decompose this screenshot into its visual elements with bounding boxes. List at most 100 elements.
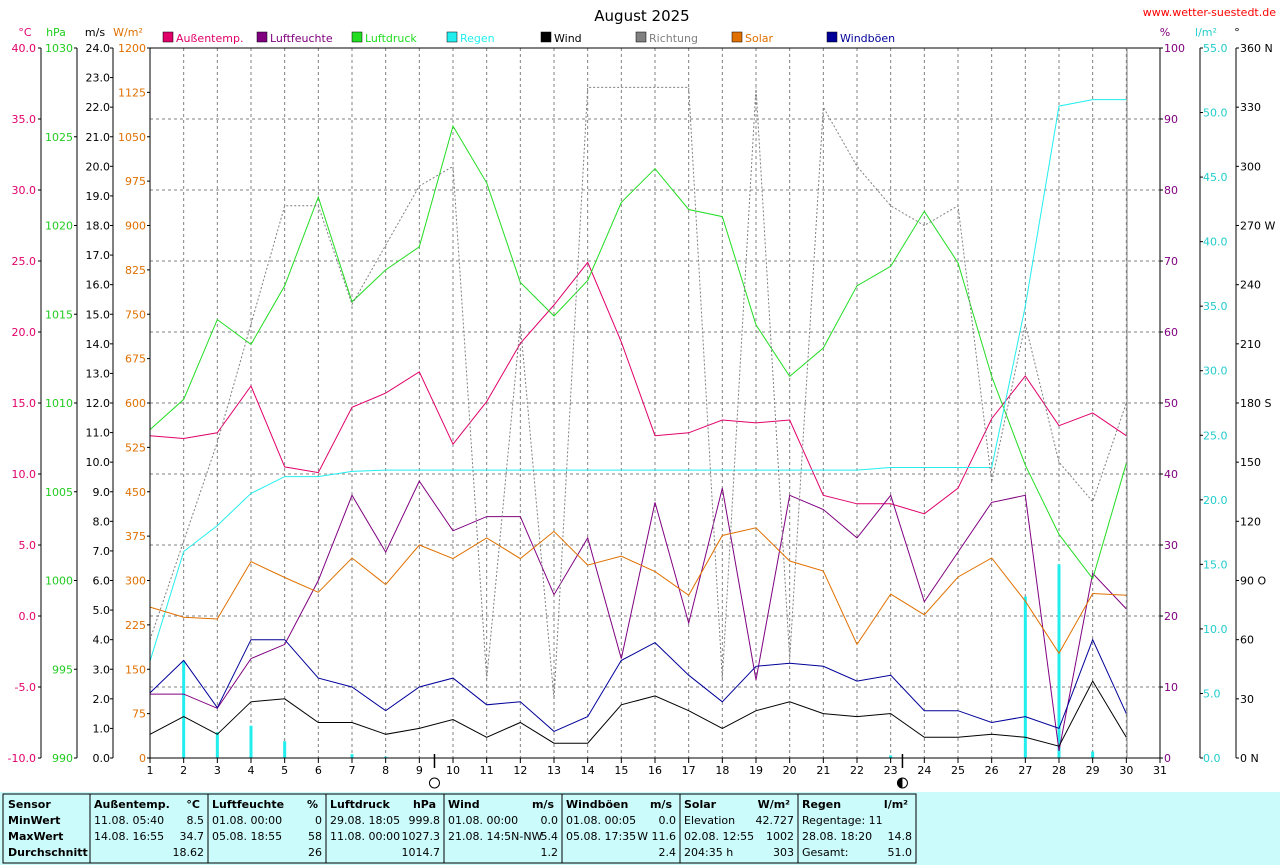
stats-cell-value: 2.4 xyxy=(659,846,677,859)
x-tick-label: 28 xyxy=(1052,764,1066,777)
temp-tick-label: 20.0 xyxy=(12,326,37,339)
x-tick-label: 30 xyxy=(1119,764,1133,777)
solar-tick-label: 825 xyxy=(125,264,146,277)
wind-tick-label: 10.0 xyxy=(86,456,111,469)
legend-swatch xyxy=(540,31,552,43)
stats-cell-value: 1027.3 xyxy=(402,830,441,843)
direction-unit-label: ° xyxy=(1234,26,1240,39)
wind-tick-label: 14.0 xyxy=(86,338,111,351)
x-tick-label: 6 xyxy=(315,764,322,777)
legend-swatch xyxy=(162,31,174,43)
solar-tick-label: 1125 xyxy=(118,86,146,99)
temp-unit-label: °C xyxy=(18,26,32,39)
stats-cell-value: 34.7 xyxy=(180,830,205,843)
x-tick-label: 29 xyxy=(1086,764,1100,777)
wind-tick-label: 7.0 xyxy=(93,545,111,558)
stats-cell-value: 1014.7 xyxy=(402,846,441,859)
chart-legend: Außentemp. Luftfeuchte Luftdruck Regen Wind R… xyxy=(162,31,895,45)
stats-cell-time: 204:35 h xyxy=(684,846,733,859)
stats-header-unit: m/s xyxy=(650,798,672,811)
direction-tick-label: 300 xyxy=(1240,160,1261,173)
stats-cell-value: 42.727 xyxy=(756,814,795,827)
x-tick-label: 15 xyxy=(614,764,628,777)
humidity-tick-label: 80 xyxy=(1164,184,1178,197)
wind-tick-label: 1.0 xyxy=(93,722,111,735)
x-tick-label: 26 xyxy=(985,764,999,777)
rain-tick-label: 50.0 xyxy=(1203,107,1228,120)
direction-tick-label: 330 xyxy=(1240,101,1261,114)
wind-tick-label: 21.0 xyxy=(86,131,111,144)
direction-tick-label: 30 xyxy=(1240,693,1254,706)
stats-cell-value: 18.62 xyxy=(173,846,205,859)
x-tick-label: 20 xyxy=(783,764,797,777)
pressure-tick-label: 1025 xyxy=(45,131,73,144)
stats-cell-time: 02.08. 12:55 xyxy=(684,830,754,843)
rain-unit-label: l/m² xyxy=(1195,26,1217,39)
legend-label: Außentemp. xyxy=(176,32,243,45)
direction-tick-label: 180 S xyxy=(1240,397,1271,410)
wind-tick-label: 19.0 xyxy=(86,190,111,203)
solar-tick-label: 1200 xyxy=(118,42,146,55)
stats-cell-value: 8.5 xyxy=(187,814,205,827)
wind-tick-label: 11.0 xyxy=(86,427,111,440)
wind-unit-label: m/s xyxy=(85,26,105,39)
legend-swatch xyxy=(826,31,838,43)
stats-cell-time: 21.08. 14:5N-NW xyxy=(448,830,543,843)
series-luftdruck xyxy=(149,124,1127,580)
chart-axes: 1 2 3 4 5 6 7 8 9 10 11 12 13 14 15 16 17 18 19 20 21 22 23 24 2… xyxy=(8,26,1275,789)
weather-chart: 1 2 3 4 5 6 7 8 9 10 11 12 13 14 15 16 17 18 19 20 21 22 23 24 2… xyxy=(0,0,1280,792)
temp-tick-label: 25.0 xyxy=(12,255,37,268)
stats-cell-value: 14.8 xyxy=(888,830,913,843)
stats-header: Windböen xyxy=(566,798,628,811)
temp-tick-label: 40.0 xyxy=(12,42,37,55)
site-link[interactable]: www.wetter-suestedt.de xyxy=(1143,6,1276,19)
x-tick-label: 12 xyxy=(513,764,527,777)
rain-tick-label: 10.0 xyxy=(1203,623,1228,636)
stats-header: Regen xyxy=(802,798,841,811)
wind-tick-label: 0.0 xyxy=(93,752,111,765)
stats-row-label: MinWert xyxy=(8,814,60,827)
solar-tick-label: 975 xyxy=(125,175,146,188)
stats-header: Luftfeuchte xyxy=(212,798,284,811)
rain-tick-label: 30.0 xyxy=(1203,365,1228,378)
solar-tick-label: 450 xyxy=(125,486,146,499)
chart-grid xyxy=(150,48,1160,758)
stats-header: Sensor xyxy=(8,798,51,811)
wind-tick-label: 23.0 xyxy=(86,72,111,85)
stats-cell-value: 1.2 xyxy=(541,846,559,859)
series-richtung xyxy=(149,86,1127,699)
wind-tick-label: 9.0 xyxy=(93,486,111,499)
legend-label: Luftfeuchte xyxy=(270,32,333,45)
stats-cell-time: 01.08. 00:00 xyxy=(212,814,282,827)
temp-tick-label: 30.0 xyxy=(12,184,37,197)
x-tick-label: 31 xyxy=(1153,764,1167,777)
solar-tick-label: 75 xyxy=(132,708,146,721)
x-tick-label: 4 xyxy=(248,764,255,777)
solar-tick-label: 900 xyxy=(125,220,146,233)
legend-label: Richtung xyxy=(649,32,698,45)
direction-tick-label: 60 xyxy=(1240,634,1254,647)
stats-header: Außentemp. xyxy=(94,798,170,811)
legend-swatch xyxy=(351,31,363,43)
direction-tick-label: 210 xyxy=(1240,338,1261,351)
wind-tick-label: 12.0 xyxy=(86,397,111,410)
chart-background xyxy=(0,0,1280,792)
wind-tick-label: 20.0 xyxy=(86,160,111,173)
x-tick-label: 22 xyxy=(850,764,864,777)
x-tick-label: 18 xyxy=(715,764,729,777)
statistics-table: Sensor Außentemp. °C Luftfeuchte% Luftdruck h… xyxy=(0,792,1280,865)
x-tick-label: 2 xyxy=(180,764,187,777)
pressure-tick-label: 990 xyxy=(52,752,73,765)
wind-tick-label: 5.0 xyxy=(93,604,111,617)
series-außentemp- xyxy=(149,261,1127,515)
rain-bars xyxy=(182,564,1095,758)
rain-tick-label: 0.0 xyxy=(1203,752,1221,765)
solar-tick-label: 225 xyxy=(125,619,146,632)
rain-tick-label: 45.0 xyxy=(1203,171,1228,184)
stats-cell-value: W 11.6 xyxy=(637,830,676,843)
series-luftfeuchte xyxy=(150,480,1127,751)
stats-cell-time: 01.08. 00:00 xyxy=(448,814,518,827)
pressure-tick-label: 1010 xyxy=(45,397,73,410)
stats-cell-time: Elevation xyxy=(684,814,735,827)
series-solar xyxy=(149,527,1127,655)
